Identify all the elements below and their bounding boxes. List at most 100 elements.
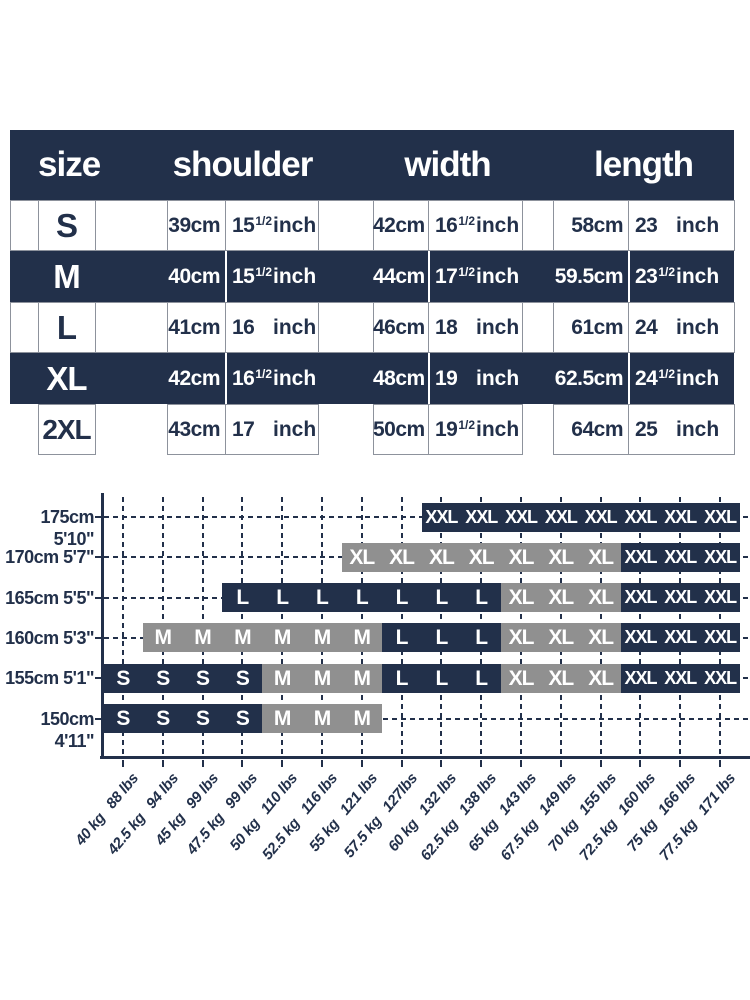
fit-bar-letter: XXL [584, 506, 618, 527]
fit-bar-letter: M [353, 626, 371, 650]
fit-bar-letter: XL [349, 545, 375, 569]
cell-width-inch-unit: inch [476, 316, 520, 339]
x-tick [480, 760, 483, 767]
table-row-band [10, 353, 734, 404]
fit-bar-letter: L [475, 626, 488, 650]
x-tick [719, 760, 722, 767]
table-row-band [10, 251, 734, 302]
fit-bar-letter: M [353, 666, 371, 690]
fit-bar-segment-XXL: XXL XXL XXL [620, 583, 740, 613]
y-axis-label: 160cm 5'3" [5, 627, 94, 648]
cell-size-label: M [53, 258, 81, 295]
cell-box [38, 404, 96, 455]
x-tick [201, 760, 204, 767]
y-tick [95, 677, 101, 680]
fit-bar-letter: L [355, 586, 369, 610]
fit-bar-letter: M [313, 707, 331, 730]
cell-shoulder-cm: 43cm [168, 418, 220, 441]
cell-shoulder-cm: 42cm [168, 367, 220, 390]
cell-box [628, 302, 735, 353]
x-tick [639, 760, 642, 767]
y-tick [95, 596, 101, 599]
cell-width-inch-value: 171/2 [435, 265, 476, 288]
fit-bar-letter: XXL [624, 546, 657, 567]
fit-bar-letter: XL [588, 666, 614, 690]
x-label-kg: 65 kg [464, 815, 502, 855]
fit-bar-letter: L [475, 586, 488, 610]
cell-width-cm: 42cm [373, 214, 425, 237]
fit-bar-letter: L [395, 666, 409, 690]
fit-bar-letter: L [395, 586, 409, 610]
cell-shoulder-inch-unit: inch [273, 265, 317, 288]
cell-length-inch-value: 231/2 [635, 265, 676, 288]
cell-length-cm: 58cm [571, 214, 623, 237]
fraction: 1/2 [458, 265, 476, 279]
cell-length-inch-unit: inch [676, 265, 720, 288]
fit-bar-letter: XL [508, 586, 535, 610]
cell-length-inch-value: 241/2 [635, 367, 676, 390]
fit-bar-letter: S [116, 707, 130, 730]
fit-bar-letter: XXL [465, 506, 498, 527]
table-header-label-length: length [594, 145, 694, 184]
cell-box [628, 404, 735, 455]
fraction: 1/2 [255, 367, 273, 381]
fit-bar-letter: XL [508, 626, 535, 650]
cell-shoulder-inch-unit: inch [273, 418, 317, 441]
cell-shoulder-inch-value: 16 [232, 316, 255, 339]
x-tick [440, 760, 443, 767]
cell-shoulder-inch-value: 161/2 [232, 367, 273, 390]
fit-bar-letter: M [154, 626, 171, 650]
cell-length-inch-value: 23 [635, 214, 658, 237]
fit-bar-letter: M [273, 626, 291, 650]
y-axis-label: 155cm 5'1" [5, 668, 94, 689]
cell-size-label: XL [46, 360, 87, 397]
fit-bar-letter: XXL [664, 506, 697, 527]
fit-bar-letter: XL [548, 666, 574, 690]
cell-shoulder-cm: 41cm [168, 316, 220, 339]
y-tick [95, 717, 101, 720]
cell-size-label: S [55, 207, 78, 244]
table-header-label-shoulder: shoulder [172, 145, 314, 184]
grid-hline [104, 717, 748, 720]
y-axis-label: 165cm 5'5" [5, 587, 94, 608]
fraction: 1/2 [255, 214, 273, 228]
fit-bar-letter: XL [428, 545, 455, 569]
fit-bar-letter: XL [588, 545, 614, 569]
x-label-kg: 55 kg [305, 815, 343, 855]
fit-bar-letter: M [313, 626, 331, 650]
cell-width-inch-value: 191/2 [435, 418, 476, 441]
fraction: 1/2 [458, 214, 476, 228]
fit-bar-letter: XXL [664, 667, 697, 688]
cell-shoulder-inch-unit: inch [273, 367, 317, 390]
cell-width-cm: 44cm [373, 265, 425, 288]
fit-bar-segment-XXL: XXL XXL XXL [620, 542, 740, 572]
fit-bar-letter: XXL [544, 506, 578, 527]
y-tick [95, 636, 101, 639]
fit-bar-letter: XL [548, 626, 574, 650]
y-axis [101, 493, 104, 759]
fit-bar-letter: L [395, 626, 409, 650]
x-label-kg: 40 kg [71, 809, 109, 849]
fit-bar-letter: S [196, 666, 210, 690]
x-label-kg: 60 kg [385, 815, 423, 855]
cell-box [428, 404, 523, 455]
fit-bar-letter: L [475, 666, 488, 690]
x-tick [320, 760, 323, 767]
fit-bar-letter: XXL [664, 546, 697, 567]
fit-bar-letter: S [156, 707, 170, 730]
y-axis-label: 175cm 5'10" [40, 507, 94, 549]
cell-length-cm: 59.5cm [554, 265, 624, 288]
cell-size-label: L [56, 309, 77, 346]
x-axis [100, 756, 750, 759]
cell-box [225, 404, 319, 455]
x-label-lbs: 94 lbs [142, 770, 182, 813]
cell-divider [628, 353, 630, 404]
fit-bar-letter: M [234, 626, 251, 650]
x-label-kg: 50 kg [226, 814, 264, 855]
x-label-lbs: 88 lbs [102, 770, 142, 813]
cell-divider [225, 353, 227, 404]
